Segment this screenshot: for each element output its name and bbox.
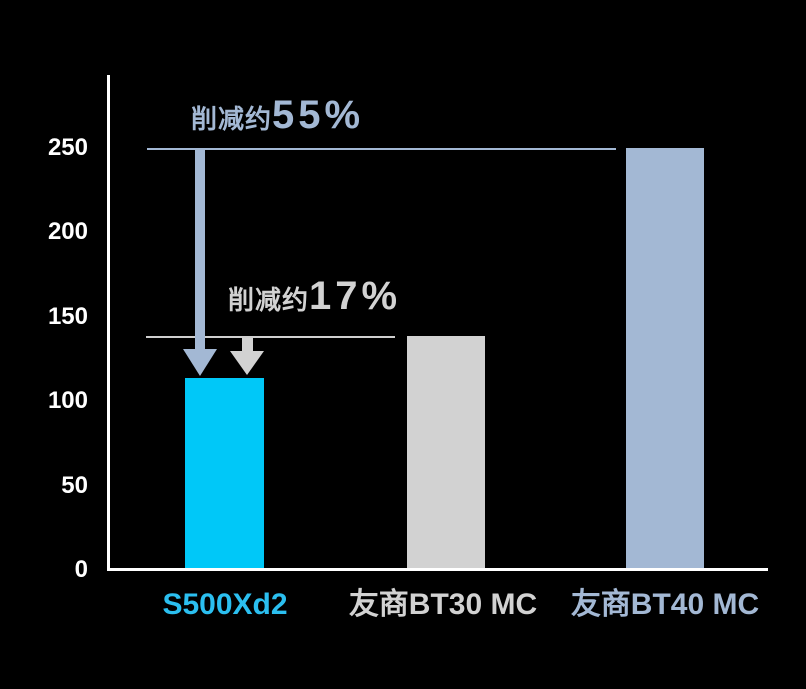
bar-bt30-mc — [407, 336, 485, 568]
reference-line-138 — [146, 336, 395, 339]
arrow-down-icon — [183, 349, 217, 376]
annotation-prefix: 削减约 — [191, 104, 273, 134]
arrow-shaft — [195, 149, 205, 350]
annotation-value: 17% — [309, 274, 402, 318]
y-tick-label-0: 0 — [74, 556, 88, 583]
bar-bt40-mc — [626, 148, 704, 568]
x-label-s500xd2: S500Xd2 — [162, 588, 288, 621]
x-label-bt40-mc: 友商BT40 MC — [570, 588, 760, 621]
y-tick-label-150: 150 — [47, 303, 88, 330]
y-tick-label-200: 200 — [47, 218, 88, 245]
y-tick-label-250: 250 — [47, 134, 88, 161]
reference-line-250 — [147, 148, 616, 150]
arrow-shaft — [242, 338, 253, 353]
y-axis-line — [107, 75, 110, 571]
x-label-bt30-mc: 友商BT30 MC — [348, 588, 538, 621]
y-tick-label-50: 50 — [61, 472, 88, 499]
x-axis-line — [107, 568, 768, 571]
annotation-reduction-17: 削减约 17% — [228, 276, 401, 317]
arrow-down-icon — [230, 351, 264, 375]
annotation-value: 55% — [272, 93, 365, 137]
bar-s500xd2 — [185, 378, 264, 568]
annotation-prefix: 削减约 — [228, 285, 310, 315]
annotation-reduction-55: 削减约 55% — [191, 95, 364, 136]
y-tick-label-100: 100 — [47, 387, 88, 414]
